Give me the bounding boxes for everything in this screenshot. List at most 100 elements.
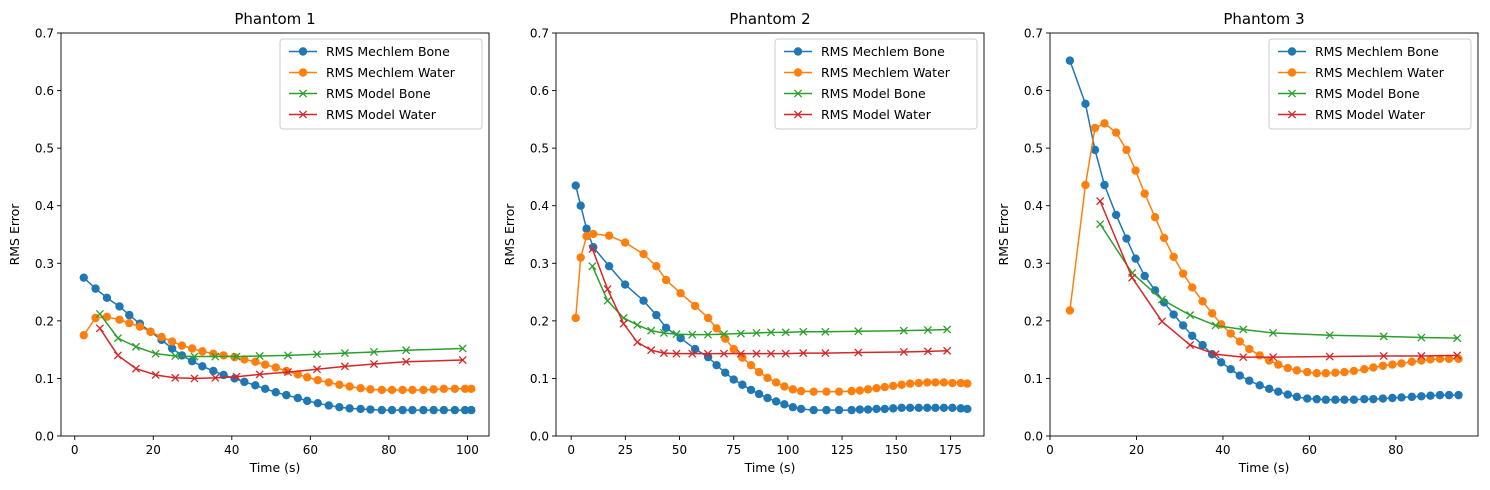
data-point bbox=[467, 405, 476, 415]
data-point bbox=[260, 384, 270, 393]
data-point bbox=[633, 338, 642, 347]
data-point bbox=[190, 352, 199, 361]
x-tick-label: 50 bbox=[672, 443, 687, 457]
data-point bbox=[177, 341, 187, 350]
legend: RMS Mechlem Bone RMS Mechlem Water RMS Mod… bbox=[774, 38, 978, 130]
y-tick-label: 0.7 bbox=[35, 27, 54, 41]
data-point bbox=[659, 349, 668, 358]
x-tick-label: 150 bbox=[885, 443, 908, 457]
data-point bbox=[187, 356, 197, 366]
data-point bbox=[1435, 390, 1445, 400]
data-point bbox=[1312, 369, 1321, 378]
data-point bbox=[931, 403, 940, 412]
data-point bbox=[377, 385, 387, 395]
data-point bbox=[763, 393, 772, 403]
data-point bbox=[324, 401, 333, 410]
series-line bbox=[1069, 122, 1459, 374]
y-tick-label: 0.4 bbox=[1024, 199, 1043, 213]
data-point bbox=[1378, 394, 1388, 403]
data-point bbox=[135, 322, 145, 331]
data-point bbox=[271, 388, 280, 397]
data-point bbox=[1186, 311, 1195, 320]
data-point bbox=[712, 360, 721, 370]
chart-title: Phantom 1 bbox=[234, 10, 315, 28]
data-point bbox=[167, 337, 177, 346]
data-point bbox=[293, 370, 302, 379]
data-point bbox=[1255, 351, 1264, 360]
data-point bbox=[923, 326, 932, 335]
y-tick-label: 0.2 bbox=[35, 314, 54, 328]
data-point bbox=[888, 381, 898, 391]
legend-marker bbox=[298, 110, 308, 119]
data-point bbox=[467, 384, 476, 393]
data-point bbox=[91, 284, 100, 293]
data-point bbox=[1264, 384, 1274, 393]
data-point bbox=[872, 384, 881, 393]
data-point bbox=[703, 313, 713, 323]
data-point bbox=[167, 344, 177, 353]
data-point bbox=[458, 355, 467, 365]
data-point bbox=[746, 385, 756, 395]
legend-label: RMS Mechlem Bone bbox=[821, 44, 945, 59]
data-point bbox=[854, 348, 863, 357]
data-point bbox=[781, 349, 790, 358]
data-point bbox=[872, 404, 881, 414]
data-point bbox=[1417, 392, 1426, 401]
data-point bbox=[1283, 390, 1292, 399]
data-point bbox=[1417, 333, 1426, 342]
data-point bbox=[588, 262, 597, 271]
data-point bbox=[1198, 297, 1207, 306]
data-point bbox=[1269, 328, 1278, 338]
data-point bbox=[1340, 367, 1349, 377]
y-tick-label: 0.0 bbox=[530, 430, 549, 444]
data-point bbox=[788, 403, 798, 412]
series-2 bbox=[95, 309, 467, 361]
data-point bbox=[1407, 392, 1417, 402]
data-point bbox=[1169, 252, 1178, 262]
x-axis-label: Time (s) bbox=[1238, 460, 1290, 475]
data-point bbox=[113, 351, 122, 360]
series-2 bbox=[1096, 220, 1462, 343]
data-point bbox=[402, 346, 411, 355]
data-point bbox=[1226, 365, 1235, 374]
axes-frame bbox=[1049, 32, 1479, 437]
data-point bbox=[736, 329, 745, 338]
data-point bbox=[576, 253, 585, 262]
data-point bbox=[1122, 234, 1131, 243]
series-0 bbox=[1065, 56, 1463, 404]
data-point bbox=[897, 403, 906, 412]
data-point bbox=[752, 349, 761, 358]
series-line bbox=[1099, 223, 1458, 339]
data-point bbox=[729, 344, 738, 354]
data-point bbox=[604, 261, 614, 271]
legend-frame bbox=[774, 38, 978, 130]
legend-label: RMS Model Bone bbox=[821, 86, 926, 101]
data-point bbox=[345, 382, 354, 391]
data-point bbox=[1217, 358, 1226, 367]
data-point bbox=[619, 319, 628, 328]
data-point bbox=[905, 403, 915, 412]
y-tick-label: 0.5 bbox=[35, 142, 54, 156]
data-point bbox=[781, 328, 790, 337]
data-point bbox=[1312, 394, 1321, 404]
legend-label: RMS Model Bone bbox=[326, 86, 431, 101]
data-point bbox=[1245, 344, 1254, 354]
x-tick-label: 125 bbox=[831, 443, 854, 457]
legend-marker bbox=[1287, 68, 1297, 77]
data-point bbox=[652, 310, 661, 320]
data-point bbox=[1379, 332, 1388, 341]
data-point bbox=[211, 373, 220, 382]
data-point bbox=[387, 405, 397, 415]
series-line bbox=[591, 248, 948, 355]
data-point bbox=[1360, 365, 1369, 374]
data-point bbox=[690, 344, 700, 354]
series-line bbox=[574, 185, 968, 411]
data-point bbox=[366, 405, 375, 414]
legend-label: RMS Mechlem Bone bbox=[1315, 44, 1439, 59]
data-point bbox=[1292, 366, 1302, 375]
data-point bbox=[240, 355, 249, 364]
data-point bbox=[115, 302, 124, 311]
data-point bbox=[95, 309, 104, 319]
data-point bbox=[1369, 363, 1378, 372]
series-1 bbox=[79, 312, 476, 395]
